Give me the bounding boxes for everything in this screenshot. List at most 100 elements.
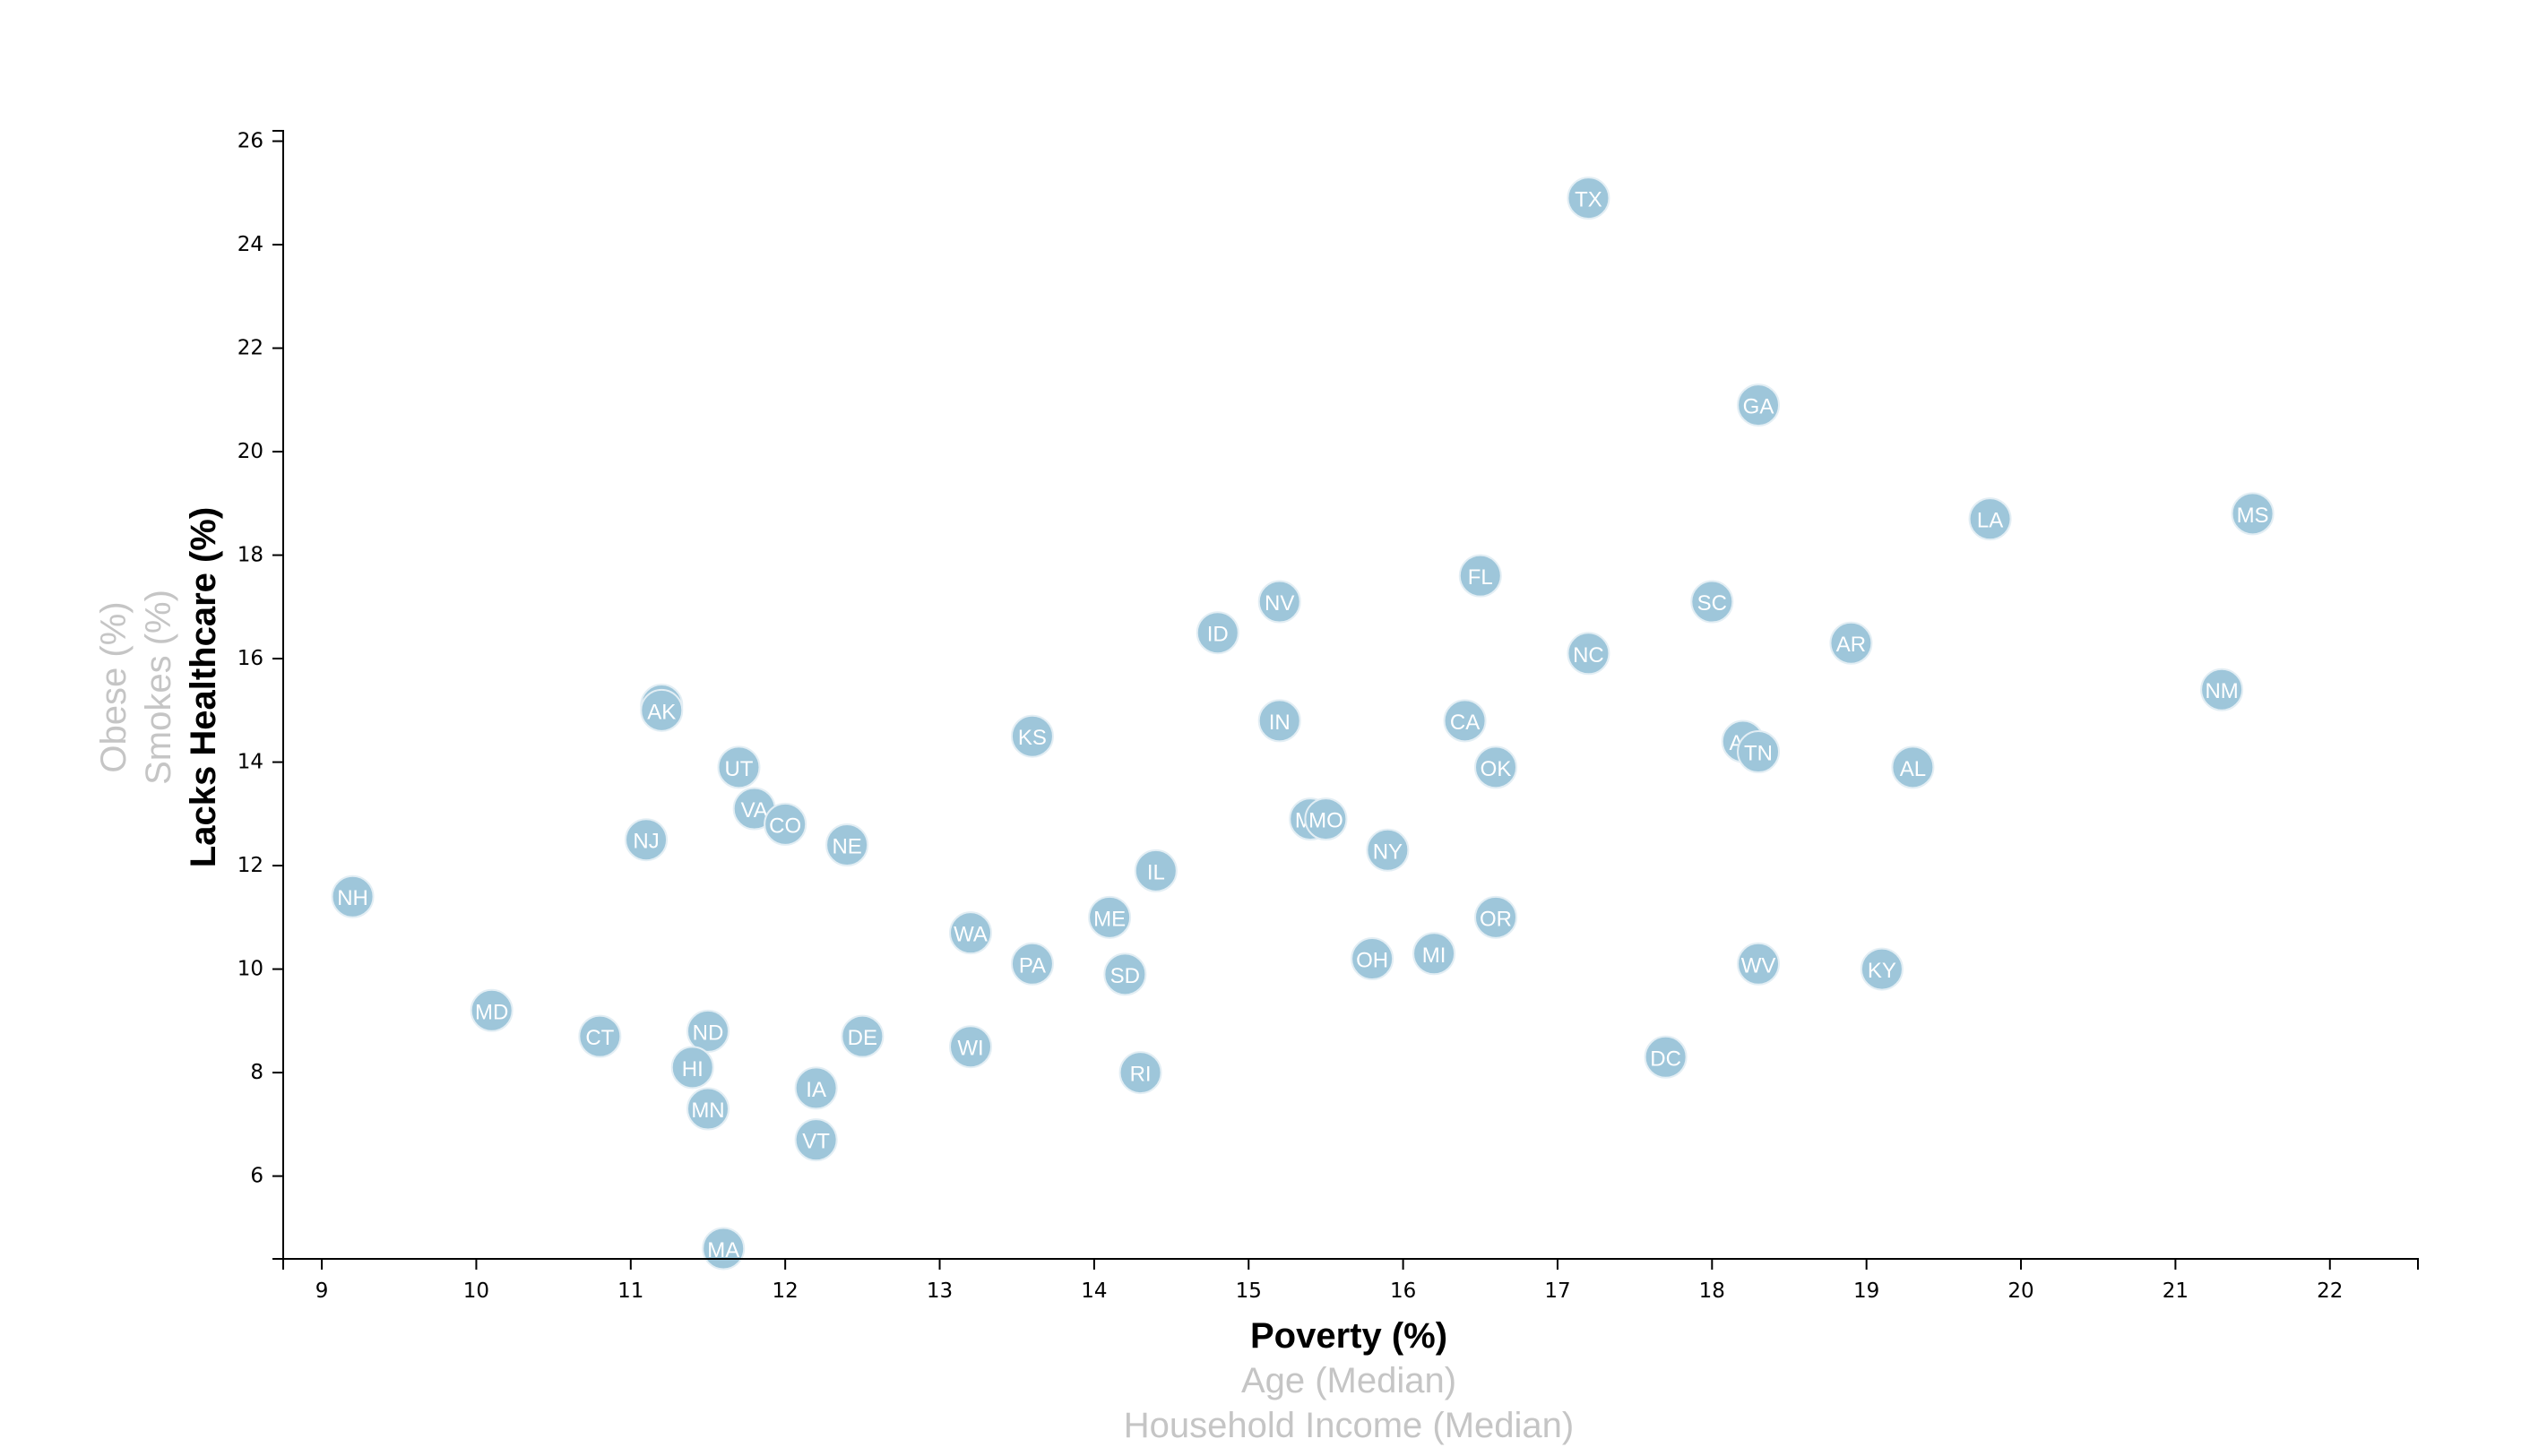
- state-marker[interactable]: [578, 1014, 622, 1058]
- state-marker[interactable]: [1103, 952, 1147, 996]
- state-marker[interactable]: [2200, 668, 2244, 711]
- state-marker[interactable]: [1458, 554, 1502, 598]
- state-point-ne[interactable]: NE: [825, 823, 869, 866]
- x-axis-title-income[interactable]: Household Income (Median): [1124, 1406, 1574, 1445]
- state-marker[interactable]: [625, 818, 669, 862]
- state-point-wa[interactable]: WA: [948, 911, 992, 955]
- state-marker[interactable]: [1737, 730, 1781, 774]
- state-point-wv[interactable]: WV: [1737, 942, 1781, 986]
- state-point-mn[interactable]: MN: [686, 1087, 730, 1131]
- state-point-nv[interactable]: NV: [1257, 580, 1301, 624]
- state-marker[interactable]: [825, 823, 869, 866]
- state-marker[interactable]: [1196, 611, 1239, 655]
- state-point-de[interactable]: DE: [841, 1014, 885, 1058]
- state-point-ct[interactable]: CT: [578, 1014, 622, 1058]
- state-point-nj[interactable]: NJ: [625, 818, 669, 862]
- state-point-id[interactable]: ID: [1196, 611, 1239, 655]
- state-point-mo[interactable]: MO: [1304, 797, 1348, 841]
- state-marker[interactable]: [1567, 177, 1610, 220]
- state-marker[interactable]: [1737, 942, 1781, 986]
- state-point-tn[interactable]: TN: [1737, 730, 1781, 774]
- state-point-mi[interactable]: MI: [1412, 932, 1456, 976]
- state-point-in[interactable]: IN: [1257, 699, 1301, 743]
- state-marker[interactable]: [640, 688, 684, 732]
- state-marker[interactable]: [1257, 580, 1301, 624]
- state-point-dc[interactable]: DC: [1644, 1035, 1688, 1079]
- state-marker[interactable]: [1010, 714, 1054, 758]
- state-marker[interactable]: [2231, 492, 2275, 536]
- state-marker[interactable]: [1737, 383, 1781, 427]
- state-marker[interactable]: [1304, 797, 1348, 841]
- state-marker[interactable]: [686, 1087, 730, 1131]
- state-marker[interactable]: [1474, 745, 1518, 789]
- state-point-hi[interactable]: HI: [670, 1046, 714, 1090]
- state-marker[interactable]: [1474, 895, 1518, 939]
- state-marker[interactable]: [1134, 849, 1178, 892]
- state-point-ri[interactable]: RI: [1118, 1051, 1162, 1095]
- state-marker[interactable]: [764, 802, 807, 846]
- state-point-wi[interactable]: WI: [948, 1025, 992, 1069]
- state-marker[interactable]: [1366, 828, 1410, 872]
- state-marker[interactable]: [794, 1066, 838, 1110]
- state-point-md[interactable]: MD: [470, 988, 514, 1032]
- state-point-or[interactable]: OR: [1474, 895, 1518, 939]
- state-point-sc[interactable]: SC: [1690, 580, 1734, 624]
- state-point-sd[interactable]: SD: [1103, 952, 1147, 996]
- state-point-ks[interactable]: KS: [1010, 714, 1054, 758]
- state-marker[interactable]: [470, 988, 514, 1032]
- state-point-la[interactable]: LA: [1968, 497, 2012, 541]
- state-marker[interactable]: [717, 745, 761, 789]
- state-marker[interactable]: [1257, 699, 1301, 743]
- state-marker[interactable]: [948, 911, 992, 955]
- state-label: VT: [802, 1130, 830, 1154]
- state-marker[interactable]: [794, 1118, 838, 1162]
- state-point-ky[interactable]: KY: [1860, 947, 1904, 991]
- state-marker[interactable]: [1351, 937, 1394, 981]
- x-axis-title-poverty[interactable]: Poverty (%): [1250, 1316, 1447, 1356]
- state-marker[interactable]: [1443, 699, 1487, 743]
- state-marker[interactable]: [1644, 1035, 1688, 1079]
- y-axis-title-healthcare[interactable]: Lacks Healthcare (%): [184, 507, 223, 867]
- state-marker[interactable]: [1010, 942, 1054, 986]
- y-axis-title-smokes[interactable]: Smokes (%): [139, 590, 178, 785]
- state-point-ma[interactable]: MA: [702, 1227, 746, 1271]
- state-point-nh[interactable]: NH: [331, 874, 375, 918]
- x-axis-title-age[interactable]: Age (Median): [1241, 1361, 1456, 1400]
- state-marker[interactable]: [1567, 632, 1610, 676]
- state-marker[interactable]: [1088, 895, 1132, 939]
- state-point-ok[interactable]: OK: [1474, 745, 1518, 789]
- state-point-vt[interactable]: VT: [794, 1118, 838, 1162]
- state-marker[interactable]: [331, 874, 375, 918]
- state-point-nc[interactable]: NC: [1567, 632, 1610, 676]
- state-point-pa[interactable]: PA: [1010, 942, 1054, 986]
- state-point-co[interactable]: CO: [764, 802, 807, 846]
- state-point-il[interactable]: IL: [1134, 849, 1178, 892]
- state-marker[interactable]: [948, 1025, 992, 1069]
- state-point-ca[interactable]: CA: [1443, 699, 1487, 743]
- state-point-fl[interactable]: FL: [1458, 554, 1502, 598]
- state-point-me[interactable]: ME: [1088, 895, 1132, 939]
- state-point-ms[interactable]: MS: [2231, 492, 2275, 536]
- state-point-nd[interactable]: ND: [686, 1009, 730, 1053]
- state-marker[interactable]: [1891, 745, 1935, 789]
- state-marker[interactable]: [686, 1009, 730, 1053]
- state-marker[interactable]: [1829, 621, 1873, 665]
- state-point-ak[interactable]: AK: [640, 688, 684, 732]
- state-marker[interactable]: [1690, 580, 1734, 624]
- state-marker[interactable]: [670, 1046, 714, 1090]
- state-point-ga[interactable]: GA: [1737, 383, 1781, 427]
- state-point-ny[interactable]: NY: [1366, 828, 1410, 872]
- state-point-ar[interactable]: AR: [1829, 621, 1873, 665]
- state-marker[interactable]: [841, 1014, 885, 1058]
- state-point-tx[interactable]: TX: [1567, 177, 1610, 220]
- state-marker[interactable]: [1860, 947, 1904, 991]
- y-axis-title-obese[interactable]: Obese (%): [94, 601, 134, 772]
- state-marker[interactable]: [1118, 1051, 1162, 1095]
- state-point-oh[interactable]: OH: [1351, 937, 1394, 981]
- state-point-ut[interactable]: UT: [717, 745, 761, 789]
- state-point-al[interactable]: AL: [1891, 745, 1935, 789]
- state-point-ia[interactable]: IA: [794, 1066, 838, 1110]
- state-marker[interactable]: [1968, 497, 2012, 541]
- state-point-nm[interactable]: NM: [2200, 668, 2244, 711]
- state-marker[interactable]: [1412, 932, 1456, 976]
